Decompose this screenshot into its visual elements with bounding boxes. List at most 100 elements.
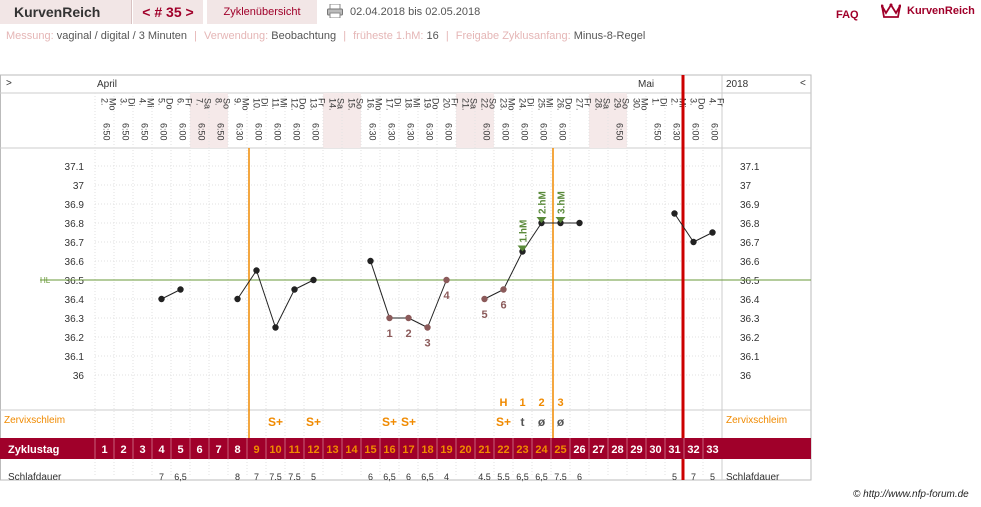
day-date: 6. (176, 98, 186, 106)
y-tick-right: 36.2 (740, 333, 760, 344)
day-weekday: Do (697, 98, 707, 110)
faq-link[interactable]: FAQ (836, 9, 859, 21)
y-tick-right: 36.5 (740, 276, 760, 287)
scroll-right-arrow: < (800, 78, 806, 89)
day-weekday: So (222, 98, 232, 109)
high-temp-marker (555, 217, 566, 223)
weekend-shade (475, 93, 494, 148)
sleep-value: 7 (254, 472, 259, 482)
day-date: 20. (442, 98, 452, 111)
frueheste-label: früheste 1.hM: (353, 30, 424, 42)
cervix-symbol: S+ (382, 415, 397, 429)
day-date: 25. (537, 98, 547, 111)
cycle-day-number: 29 (630, 444, 642, 456)
temperature-point (709, 229, 716, 236)
cycle-overview-button[interactable]: Zyklenübersicht (207, 0, 317, 24)
day-date: 8. (214, 98, 224, 106)
measure-time: 6:50 (140, 123, 150, 141)
day-date: 29. (613, 98, 623, 111)
day-weekday: Sa (602, 98, 612, 109)
measure-time: 6:00 (254, 123, 264, 141)
day-weekday: Mo (108, 98, 118, 111)
cycle-day-number: 7 (215, 444, 221, 456)
measure-time: 6:00 (691, 123, 701, 141)
measure-time: 6:30 (368, 123, 378, 141)
sleep-value: 6,5 (383, 472, 396, 482)
cervix-label-right: Zervixschleim (726, 415, 787, 426)
cycle-navigator[interactable]: < # 35 > (133, 0, 203, 24)
low-temp-label: 3 (425, 338, 431, 350)
day-date: 2. (670, 98, 680, 106)
cycle-day-number: 6 (196, 444, 202, 456)
cervix-peak-label: 2 (538, 397, 544, 409)
low-temp-label: 6 (501, 300, 507, 312)
y-tick-right: 37.1 (740, 162, 760, 173)
y-tick-right: 36.4 (740, 295, 760, 306)
measure-time: 6:50 (653, 123, 663, 141)
sleep-value: 6 (368, 472, 373, 482)
cycle-day-number: 5 (177, 444, 183, 456)
app-logo[interactable]: KurvenReich (0, 0, 132, 24)
temperature-point (291, 286, 298, 293)
measure-time: 6:00 (710, 123, 720, 141)
freigabe-value: Minus-8-Regel (573, 30, 646, 42)
y-tick-left: 37 (73, 181, 85, 192)
measure-time: 6:00 (444, 123, 454, 141)
y-tick-left: 36 (73, 371, 85, 382)
temperature-point (386, 314, 393, 322)
brand-name[interactable]: KurvenReich (907, 5, 975, 17)
sleep-value: 6,5 (535, 472, 548, 482)
y-tick-left: 36.7 (65, 238, 85, 249)
day-date: 19. (423, 98, 433, 111)
temperature-point (671, 210, 678, 217)
cycle-day-number: 13 (326, 444, 338, 456)
temperature-segment (484, 289, 504, 300)
temperature-segment (427, 279, 447, 328)
measure-time: 6:00 (520, 123, 530, 141)
high-temp-label: 1.hM (519, 220, 530, 243)
y-tick-right: 36.3 (740, 314, 760, 325)
sleep-label-right: Schlafdauer (726, 472, 780, 483)
sleep-value: 5 (672, 472, 677, 482)
measure-time: 6:00 (311, 123, 321, 141)
low-temp-label: 5 (482, 309, 488, 321)
day-weekday: Di (127, 98, 137, 107)
temperature-point (405, 314, 412, 322)
y-tick-right: 36.6 (740, 257, 760, 268)
sleep-value: 5 (311, 472, 316, 482)
sleep-value: 6,5 (421, 472, 434, 482)
low-temp-label: 4 (444, 290, 451, 302)
temperature-segment (161, 289, 181, 300)
day-weekday: Mi (412, 98, 422, 108)
measure-time: 6:30 (425, 123, 435, 141)
day-weekday: Do (165, 98, 175, 110)
day-weekday: Fr (450, 98, 460, 107)
top-bar: KurvenReich < # 35 > Zyklenübersicht 02.… (0, 0, 981, 26)
day-date: 23. (499, 98, 509, 111)
measure-time: 6:00 (292, 123, 302, 141)
day-weekday: Sa (203, 98, 213, 109)
sleep-label-left: Schlafdauer (8, 472, 62, 483)
day-date: 24. (518, 98, 528, 111)
day-date: 4. (708, 98, 718, 106)
measure-time: 6:50 (615, 123, 625, 141)
day-date: 30. (632, 98, 642, 111)
day-weekday: Mi (545, 98, 555, 108)
day-date: 9. (233, 98, 243, 106)
measure-time: 6:30 (406, 123, 416, 141)
day-date: 17. (385, 98, 395, 111)
y-tick-left: 36.2 (65, 333, 85, 344)
day-weekday: Fr (716, 98, 726, 107)
day-date: 22. (480, 98, 490, 111)
y-tick-right: 36 (740, 371, 752, 382)
frueheste-value: 16 (426, 30, 439, 42)
temperature-chart: > <April Mai 20182.Mo6:503.Di6:504.Mi6:505.… (0, 74, 812, 483)
printer-icon[interactable] (327, 4, 343, 18)
sleep-value: 5 (710, 472, 715, 482)
day-weekday: Mo (507, 98, 517, 111)
day-weekday: Fr (583, 98, 593, 107)
day-date: 5. (157, 98, 167, 106)
temperature-segment (237, 270, 257, 300)
measure-time: 6:00 (178, 123, 188, 141)
temperature-point (272, 324, 279, 331)
